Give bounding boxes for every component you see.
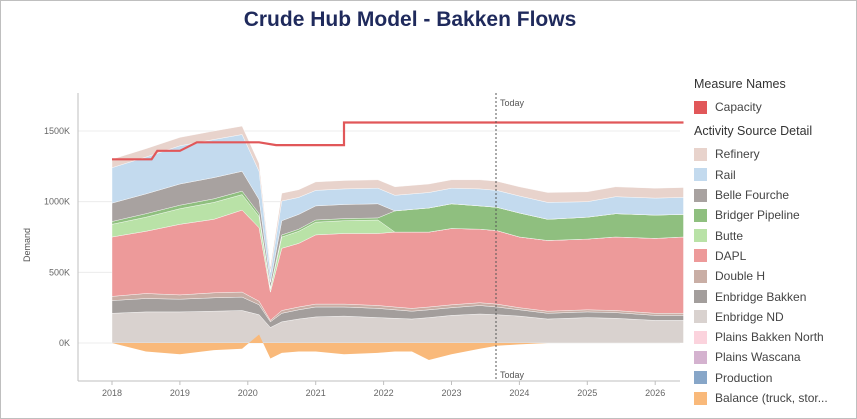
legend-label: Bridger Pipeline <box>715 208 800 223</box>
legend-item-source-11[interactable]: Production <box>694 368 854 388</box>
legend-swatch <box>694 208 707 222</box>
x-tick-label: 2024 <box>509 388 529 398</box>
legend-label: Capacity <box>715 100 762 115</box>
legend-label: Refinery <box>715 147 760 162</box>
x-tick-label: 2021 <box>306 388 326 398</box>
legend-swatch <box>694 188 707 202</box>
legend-item-source-5[interactable]: DAPL <box>694 246 854 266</box>
legend-item-measure-0[interactable]: Capacity <box>694 97 854 117</box>
today-label-bottom: Today <box>500 370 525 380</box>
area-balance <box>112 334 684 360</box>
legend-swatch <box>694 371 707 385</box>
x-tick-label: 2018 <box>102 388 122 398</box>
x-tick-label: 2020 <box>238 388 258 398</box>
legend-item-source-2[interactable]: Belle Fourche <box>694 185 854 205</box>
capacity-line <box>112 121 684 161</box>
legend-item-source-6[interactable]: Double H <box>694 266 854 286</box>
area-refinery <box>111 125 684 273</box>
x-tick-label: 2026 <box>645 388 665 398</box>
chart-title: Crude Hub Model - Bakken Flows <box>243 8 577 31</box>
legend-measure-title: Measure Names <box>694 77 786 91</box>
legend-item-source-0[interactable]: Refinery <box>694 144 854 164</box>
legend-item-source-9[interactable]: Plains Bakken North <box>694 327 854 347</box>
legend-item-source-10[interactable]: Plains Wascana <box>694 347 854 367</box>
legend-item-source-3[interactable]: Bridger Pipeline <box>694 205 854 225</box>
legend-swatch <box>694 330 707 344</box>
legend-item-source-4[interactable]: Butte <box>694 225 854 245</box>
legend-label: Balance (truck, stor... <box>715 391 828 405</box>
legend-source-title: Activity Source Detail <box>694 124 813 139</box>
legend-swatch <box>694 269 707 283</box>
legend-label: Enbridge Bakken <box>715 289 807 304</box>
x-tick-label: 2019 <box>170 388 190 398</box>
legend-swatch <box>694 100 707 114</box>
legend-label: Rail <box>715 167 736 182</box>
y-tick-label: 1500K <box>44 126 70 136</box>
legend-label: Butte <box>715 228 744 243</box>
legend-swatch <box>694 350 707 364</box>
legend-label: Plains Wascana <box>715 350 801 365</box>
x-tick-label: 2022 <box>374 388 394 398</box>
legend-label: Belle Fourche <box>715 188 790 203</box>
legend-item-source-12[interactable]: Balance (truck, stor... <box>694 388 854 408</box>
legend-label: DAPL <box>715 248 747 263</box>
axes: 0K 500K 1000K 1500K 2018 2019 2020 2021 2022 2023… <box>44 93 680 398</box>
today-label-top: Today <box>500 98 525 108</box>
x-tick-label: 2023 <box>441 388 461 398</box>
x-tick-label: 2025 <box>577 388 597 398</box>
chart-area: 0K 500K 1000K 1500K 2018 2019 2020 2021 2022 2023… <box>22 93 684 398</box>
legend-swatch <box>694 249 707 263</box>
stacked-areas <box>111 125 684 344</box>
legend-label: Enbridge ND <box>715 309 784 324</box>
y-tick-label: 0K <box>59 338 70 348</box>
legend-swatch <box>694 290 707 304</box>
legend-swatch <box>694 391 707 405</box>
legend-label: Double H <box>715 269 766 284</box>
legend-label: Production <box>715 370 773 385</box>
legend-swatch <box>694 310 707 324</box>
capacity-path <box>112 121 684 161</box>
legend: Measure Names Capacity Activity Source D… <box>694 76 854 408</box>
legend-swatch <box>694 147 707 161</box>
legend-item-source-8[interactable]: Enbridge ND <box>694 307 854 327</box>
legend-item-source-7[interactable]: Enbridge Bakken <box>694 286 854 306</box>
legend-item-source-1[interactable]: Rail <box>694 165 854 185</box>
legend-swatch <box>694 168 707 182</box>
legend-swatch <box>694 229 707 243</box>
y-tick-label: 1000K <box>44 197 70 207</box>
legend-label: Plains Bakken North <box>715 330 824 345</box>
balance-area <box>112 334 684 360</box>
y-tick-label: 500K <box>49 267 70 277</box>
y-axis-label: Demand <box>22 228 32 262</box>
